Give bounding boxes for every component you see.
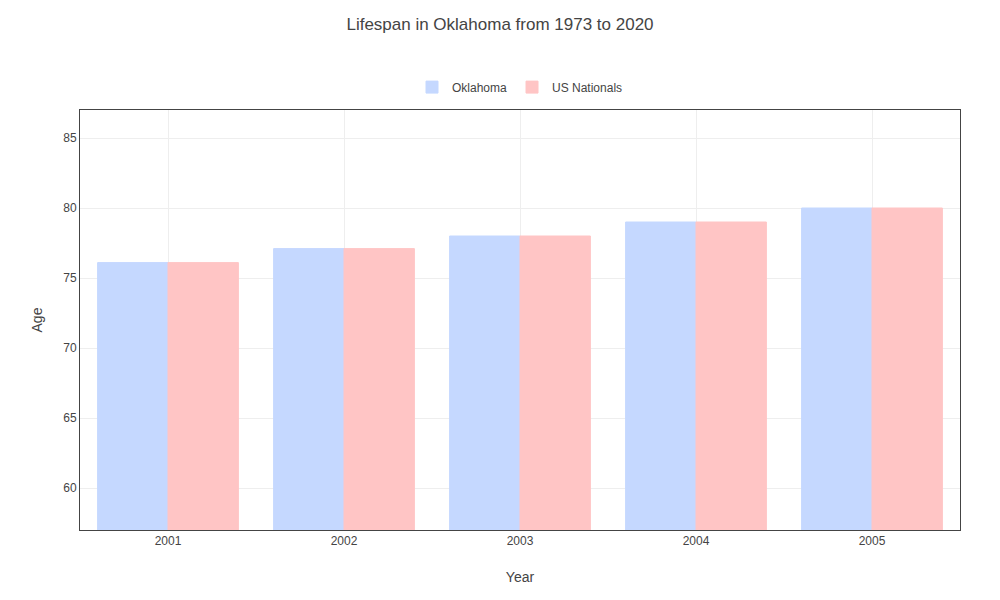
svg-text:75: 75 — [63, 271, 77, 285]
svg-text:Oklahoma: Oklahoma — [452, 81, 507, 95]
svg-text:Lifespan in Oklahoma from 1973: Lifespan in Oklahoma from 1973 to 2020 — [346, 15, 653, 34]
svg-text:2004: 2004 — [683, 534, 710, 548]
svg-text:2002: 2002 — [331, 534, 358, 548]
svg-text:Year: Year — [506, 569, 535, 585]
svg-text:85: 85 — [63, 131, 77, 145]
svg-text:65: 65 — [63, 411, 77, 425]
svg-text:60: 60 — [63, 481, 77, 495]
svg-text:2001: 2001 — [155, 534, 182, 548]
svg-text:2005: 2005 — [859, 534, 886, 548]
svg-text:70: 70 — [63, 341, 77, 355]
svg-text:80: 80 — [63, 201, 77, 215]
svg-text:US Nationals: US Nationals — [552, 81, 622, 95]
svg-text:2003: 2003 — [507, 534, 534, 548]
svg-text:Age: Age — [29, 307, 45, 332]
